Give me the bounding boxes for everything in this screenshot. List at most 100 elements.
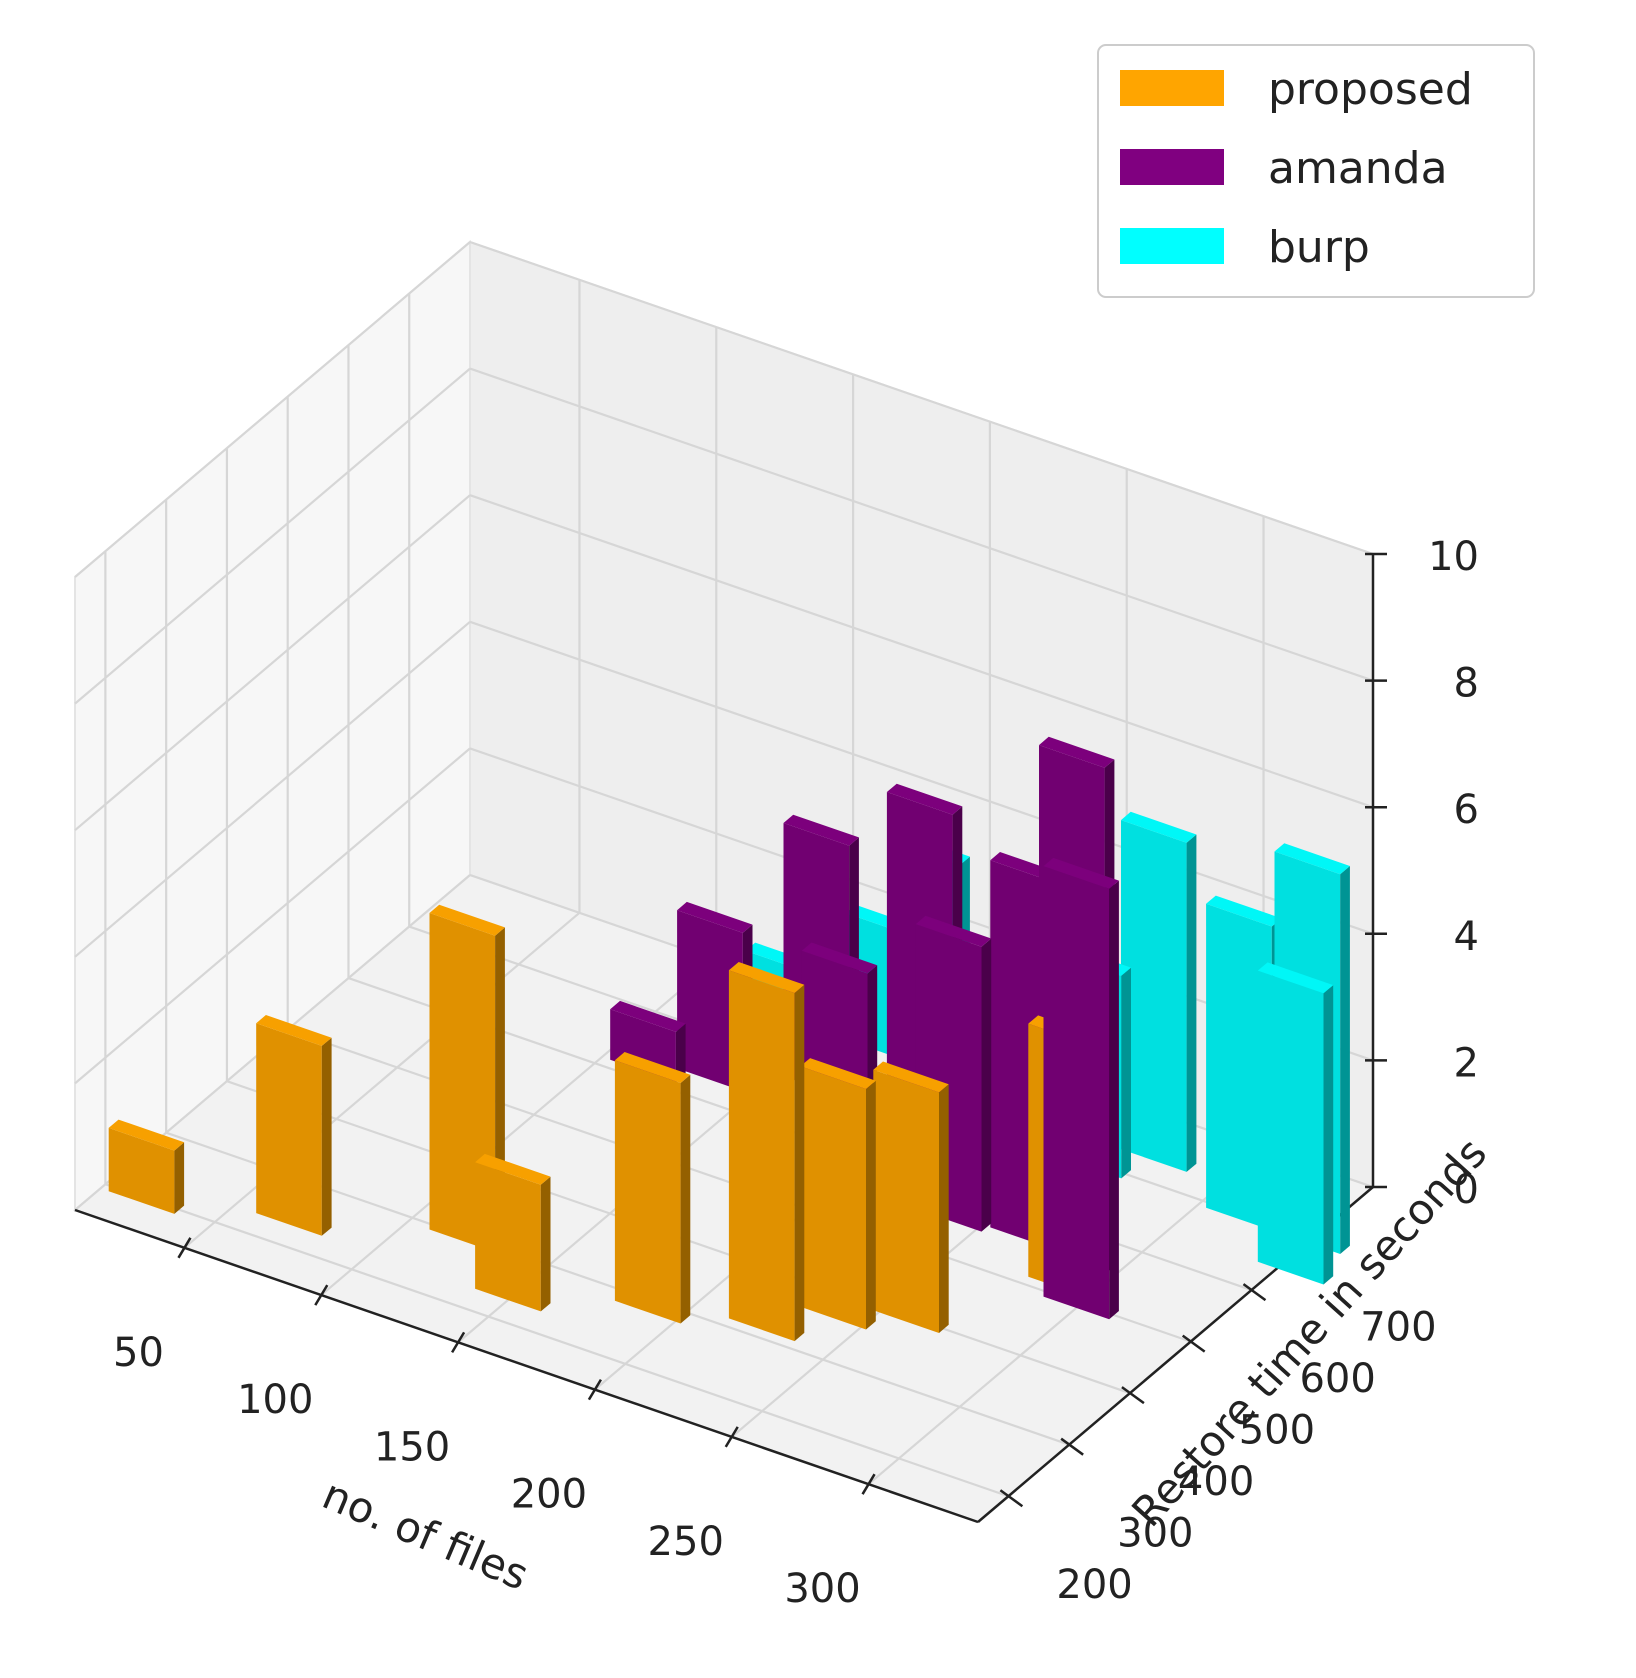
- grid-line-y-floor: [105, 1183, 1009, 1498]
- y-tick: [1060, 1437, 1084, 1456]
- bars: [108, 736, 1350, 1342]
- x-tick-label: 150: [374, 1424, 450, 1470]
- bar-top-face: [1043, 857, 1119, 889]
- bar-side-face: [321, 1037, 332, 1236]
- bar-top-face: [1257, 962, 1334, 994]
- z-tick-label: 4: [1454, 914, 1479, 960]
- z-tick-label: 6: [1454, 787, 1479, 833]
- bar-top-face: [108, 1119, 185, 1151]
- bar-top-face: [475, 1153, 551, 1185]
- y-tick-label: 700: [1360, 1305, 1436, 1351]
- x-axis-label: no. of files: [316, 1470, 536, 1600]
- y-tick: [1242, 1283, 1267, 1302]
- legend-label-proposed: proposed: [1268, 64, 1473, 115]
- bar-top-face: [728, 962, 805, 993]
- bar-side-face: [540, 1176, 551, 1312]
- bar-proposed: [800, 1058, 876, 1330]
- bar-proposed: [108, 1119, 185, 1214]
- bar-top-face: [677, 901, 753, 933]
- bar-top-face: [1121, 811, 1197, 843]
- x-axis-line: [74, 1208, 979, 1524]
- bar-side-face: [675, 1023, 686, 1083]
- grid-line-z-left: [74, 494, 471, 832]
- bar-front-face: [677, 910, 743, 1092]
- bar-front-face: [1121, 820, 1187, 1172]
- x-tick: [314, 1284, 329, 1306]
- bar-top-face: [1039, 736, 1115, 768]
- grid-line-z-back: [469, 620, 1374, 935]
- y-tick: [1181, 1334, 1206, 1353]
- bar-top-face: [801, 942, 878, 974]
- grid-line-z-left: [74, 747, 471, 1085]
- y-tick: [999, 1489, 1024, 1508]
- bar-front-face: [728, 970, 795, 1342]
- x-tick-label: 300: [784, 1566, 860, 1612]
- x-tick-label: 50: [113, 1330, 164, 1376]
- x-tick: [861, 1473, 876, 1495]
- legend-swatch-amanda: [1120, 149, 1224, 185]
- bar-top-face: [256, 1015, 332, 1046]
- bar-side-face: [174, 1142, 185, 1214]
- grid-line-x-floor: [183, 911, 581, 1249]
- legend-swatch-burp: [1120, 228, 1224, 264]
- bar-proposed: [256, 1015, 332, 1236]
- bar-top-face: [915, 915, 992, 947]
- bar-top-face: [886, 783, 963, 815]
- bar-burp: [1257, 962, 1334, 1285]
- legend-label-burp: burp: [1268, 222, 1370, 273]
- bar-top-face: [614, 1052, 691, 1083]
- bar-top-face: [1206, 895, 1282, 927]
- bar-proposed: [873, 1061, 949, 1333]
- axes: 50 100 150 200 250 300 200 300 400 500 600 700 0 2 4 6 8…: [74, 534, 1479, 1612]
- bar-side-face: [981, 938, 992, 1232]
- bar-front-face: [475, 1162, 541, 1312]
- z-tick-label: 10: [1428, 534, 1479, 580]
- y-tick-label: 200: [1056, 1562, 1132, 1608]
- bar-burp: [1121, 811, 1197, 1172]
- x-tick: [724, 1426, 739, 1448]
- legend: proposed amanda burp: [1097, 44, 1535, 298]
- x-tick: [587, 1378, 602, 1401]
- grid-line-x-floor: [867, 1148, 1265, 1486]
- z-tick-label: 8: [1454, 661, 1479, 707]
- bar-proposed: [475, 1153, 551, 1312]
- grid-line-z-left: [74, 367, 471, 705]
- y-tick-label: 300: [1117, 1511, 1193, 1557]
- bar-side-face: [1323, 985, 1334, 1285]
- legend-swatch-proposed: [1120, 70, 1224, 106]
- bar-top-face: [610, 1000, 686, 1032]
- grid-line-z-back: [469, 494, 1374, 809]
- x-tick-label: 250: [648, 1519, 724, 1565]
- bar-side-face: [794, 984, 805, 1342]
- bar-side-face: [1121, 967, 1131, 1179]
- y-tick-label: 500: [1239, 1408, 1315, 1454]
- bar-front-face: [614, 1060, 681, 1324]
- y-tick-label: 400: [1178, 1459, 1254, 1505]
- bar-front-face: [800, 1066, 866, 1330]
- bar-side-face: [939, 1084, 949, 1333]
- grid-line-z-left: [74, 241, 471, 578]
- x-tick-label: 100: [237, 1377, 313, 1423]
- bar-side-face: [1186, 834, 1197, 1172]
- legend-label-amanda: amanda: [1268, 143, 1448, 194]
- bar-side-face: [1340, 866, 1350, 1254]
- bar-side-face: [1109, 880, 1119, 1320]
- bar-front-face: [1043, 866, 1110, 1320]
- grid-line-z-back: [469, 240, 1374, 556]
- bar-top-face: [429, 904, 505, 936]
- bar-top-face: [783, 814, 859, 846]
- z-tick-label: 2: [1454, 1040, 1479, 1086]
- bar-proposed: [614, 1052, 691, 1324]
- x-tick: [177, 1237, 192, 1259]
- grid-line-z-left: [74, 620, 471, 958]
- y-tick-label: 600: [1299, 1356, 1375, 1402]
- bar-amanda: [1043, 857, 1119, 1320]
- grid-line-z-back: [469, 367, 1374, 682]
- x-tick-label: 200: [511, 1472, 587, 1518]
- bar-top-face: [800, 1058, 876, 1089]
- x-tick: [451, 1331, 466, 1354]
- bar-front-face: [873, 1069, 939, 1333]
- bar-front-face: [1257, 970, 1324, 1285]
- bar-proposed: [728, 962, 805, 1342]
